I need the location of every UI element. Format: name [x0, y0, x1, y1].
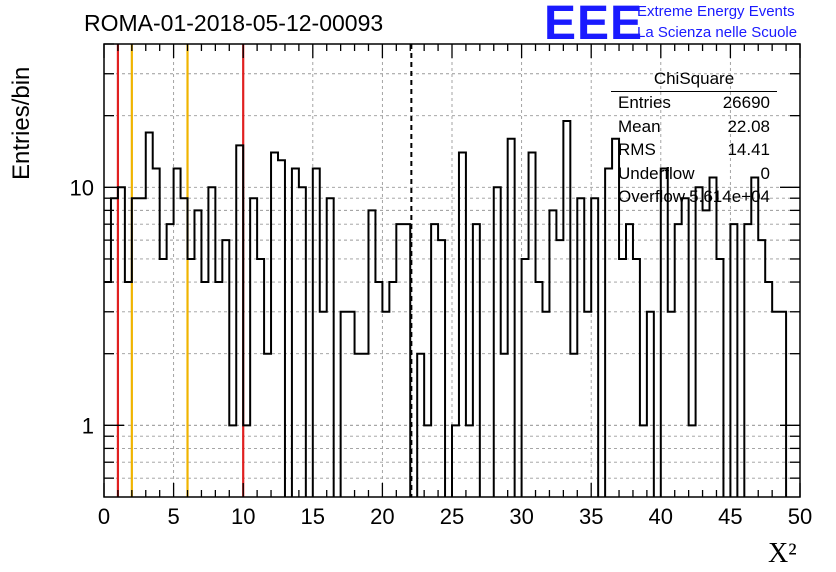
histogram-bin — [619, 259, 626, 497]
histogram-bin — [765, 282, 772, 497]
histogram-bin — [431, 224, 438, 497]
x-tick-label: 15 — [301, 504, 325, 529]
stat-value-mean: 22.08 — [727, 117, 770, 136]
histogram-bin — [208, 187, 215, 497]
stats-divider — [611, 91, 777, 92]
histogram-bin — [348, 312, 355, 497]
histogram-bin — [271, 153, 278, 497]
histogram-bin — [779, 312, 786, 497]
histogram-bin — [257, 259, 264, 497]
histogram-bin — [605, 168, 612, 497]
histogram-bin — [751, 177, 758, 497]
histogram-bin — [215, 282, 222, 497]
stat-label-overflow: Overflow — [618, 187, 686, 206]
histogram-bin — [174, 168, 181, 497]
histogram-bin — [744, 224, 751, 497]
x-tick-label: 10 — [231, 504, 255, 529]
histogram-bin — [710, 177, 717, 497]
x-tick-label: 25 — [440, 504, 464, 529]
x-tick-label: 0 — [98, 504, 110, 529]
x-tick-label: 35 — [579, 504, 603, 529]
stat-value-overflow: 5.614e+04 — [689, 187, 770, 206]
stat-label-mean: Mean — [618, 117, 661, 136]
histogram-bin — [494, 187, 501, 497]
histogram-bin — [536, 282, 543, 497]
stat-label-rms: RMS — [618, 140, 656, 159]
histogram-bin — [626, 224, 633, 497]
histogram-bin — [167, 224, 174, 497]
eee-logo: EEE — [544, 0, 644, 50]
x-tick-label: 5 — [167, 504, 179, 529]
histogram-bin — [250, 198, 257, 497]
y-tick-label: 1 — [82, 413, 94, 438]
stat-label-entries: Entries — [618, 93, 671, 112]
histogram-bin — [222, 240, 229, 497]
y-axis-label: Entries/bin — [8, 66, 35, 180]
histogram-bin — [153, 168, 160, 497]
histogram-bin — [396, 224, 403, 497]
histogram-bin — [730, 224, 737, 497]
histogram-bin — [389, 282, 396, 497]
histogram-bin — [772, 312, 779, 497]
histogram-bin — [696, 187, 703, 497]
histogram-bin — [577, 198, 584, 497]
histogram-bin — [529, 153, 536, 497]
histogram-bin — [508, 139, 515, 497]
histogram-bin — [403, 224, 410, 497]
histogram-bin — [591, 198, 598, 497]
stat-value-entries: 26690 — [722, 93, 770, 112]
histogram-bin — [661, 168, 668, 497]
x-tick-label: 40 — [649, 504, 673, 529]
stat-value-rms: 14.41 — [727, 140, 770, 159]
histogram-bin — [473, 224, 480, 497]
histogram-bin — [341, 312, 348, 497]
logo-tagline-1: Extreme Energy Events — [637, 3, 795, 20]
histogram-bin — [438, 240, 445, 497]
histogram-bin — [299, 187, 306, 497]
plot-frame: 0 5 10 15 20 25 30 35 40 45 50 1 10 — [70, 43, 812, 529]
x-tick-label: 45 — [718, 504, 742, 529]
histogram-bin — [584, 312, 591, 497]
logo-tagline-2: La Scienza nelle Scuole — [637, 24, 798, 41]
run-title: ROMA-01-2018-05-12-00093 — [84, 10, 384, 36]
stat-label-underflow: Underflow — [618, 164, 695, 183]
histogram-bin — [563, 121, 570, 497]
histogram-bin — [668, 312, 675, 497]
histogram-bin — [675, 224, 682, 497]
histogram-bin — [375, 282, 382, 497]
histogram-bin — [633, 259, 640, 497]
histogram-series — [104, 119, 788, 497]
histogram-bin — [327, 198, 334, 497]
y-tick-label: 10 — [70, 175, 94, 200]
histogram-bin — [647, 312, 654, 497]
x-tick-label: 50 — [788, 504, 812, 529]
stat-value-underflow: 0 — [760, 164, 770, 183]
histogram-bin — [758, 240, 765, 497]
histogram-bin — [382, 312, 389, 497]
histogram-bin — [139, 198, 146, 497]
histogram-bin — [682, 198, 689, 497]
histogram-bin — [522, 259, 529, 497]
histogram-bin — [320, 312, 327, 497]
histogram-bin — [556, 240, 563, 497]
stats-title: ChiSquare — [653, 69, 735, 88]
x-axis-label: X² — [768, 538, 797, 569]
histogram-bin — [716, 259, 723, 497]
histogram-bin — [201, 282, 208, 497]
histogram-bin — [313, 168, 320, 497]
histogram-bin — [104, 282, 111, 497]
histogram-bin — [459, 153, 466, 497]
x-tick-label: 30 — [509, 504, 533, 529]
histogram-bin — [160, 259, 167, 497]
x-tick-label: 20 — [370, 504, 394, 529]
histogram-bin — [292, 168, 299, 497]
histogram-bin — [542, 312, 549, 497]
histogram-step-line — [104, 119, 788, 497]
